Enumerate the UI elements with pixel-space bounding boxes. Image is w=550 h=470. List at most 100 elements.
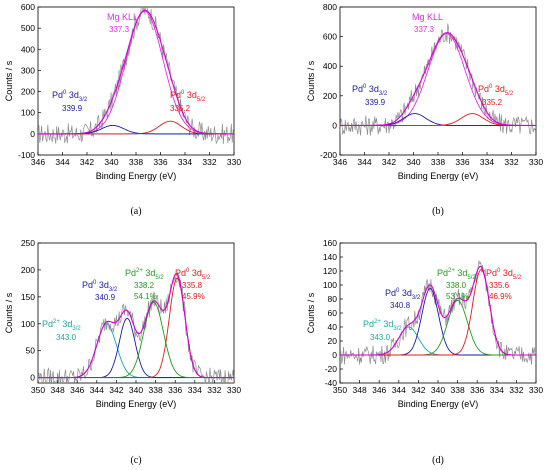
peak-label: Mg KLL <box>412 12 443 22</box>
y-tick-label: 20 <box>328 336 338 346</box>
y-tick-label: 140 <box>323 252 337 262</box>
peak-label: Pd0 3d5/2 <box>478 84 514 97</box>
y-tick-label: 500 <box>21 23 35 33</box>
x-axis-title: Binding Energy (eV) <box>398 399 479 409</box>
peak-value: 335.8 <box>182 281 203 290</box>
y-tick-label: 600 <box>21 2 35 12</box>
y-tick-label: 200 <box>21 87 35 97</box>
fit-envelope-line <box>38 9 234 135</box>
x-tick-label: 342 <box>109 385 123 395</box>
y-tick-label: 100 <box>323 280 337 290</box>
peak-value: 343.0 <box>56 333 77 342</box>
raw-spectrum-line <box>38 7 234 145</box>
x-tick-label: 338 <box>431 157 445 167</box>
x-tick-label: 346 <box>31 157 45 167</box>
peak-label: Pd0 3d5/2 <box>486 268 522 281</box>
plot-area <box>38 7 234 145</box>
peak-value: 338.0 <box>446 281 467 290</box>
peak-component-0 <box>38 10 234 135</box>
panel-tag: (b) <box>432 206 444 217</box>
plot-area <box>38 271 234 383</box>
y-axis-title: Counts / s <box>4 292 14 333</box>
x-tick-label: 332 <box>509 385 523 395</box>
y-tick-label: -100 <box>18 150 35 160</box>
peak-value: 340.8 <box>390 301 411 310</box>
peak-label: Pd2+ 3d3/2 <box>42 319 81 332</box>
y-tick-label: 40 <box>328 322 338 332</box>
y-tick-label: -40 <box>325 378 338 388</box>
y-tick-label: 100 <box>21 319 35 329</box>
y-tick-label: 800 <box>323 2 337 12</box>
peak-value: 335.2 <box>482 98 503 107</box>
y-axis-title: Counts / s <box>4 60 14 101</box>
peak-label: Pd2+ 3d5/2 <box>125 268 164 281</box>
x-axis-title: Binding Energy (eV) <box>398 171 479 181</box>
y-tick-label: 250 <box>21 238 35 248</box>
y-tick-label: 200 <box>323 91 337 101</box>
y-tick-label: 120 <box>323 266 337 276</box>
x-tick-label: 330 <box>227 157 241 167</box>
x-tick-label: 350 <box>31 385 45 395</box>
peak-label: Pd0 3d3/2 <box>52 90 88 103</box>
y-tick-label: 150 <box>21 292 35 302</box>
x-tick-label: 342 <box>382 157 396 167</box>
x-tick-label: 338 <box>149 385 163 395</box>
fit-envelope-line <box>38 272 234 379</box>
x-tick-label: 342 <box>411 385 425 395</box>
peak-value: 339.9 <box>365 98 386 107</box>
y-tick-label: -200 <box>320 150 337 160</box>
peak-value: 338.2 <box>134 281 155 290</box>
y-tick-label: 300 <box>21 65 35 75</box>
x-tick-label: 330 <box>227 385 241 395</box>
x-tick-label: 332 <box>504 157 518 167</box>
x-tick-label: 334 <box>490 385 504 395</box>
x-tick-label: 330 <box>529 385 543 395</box>
peak-value: 343.0 <box>370 333 391 342</box>
panel-a: 346 344 342 340 338 336 334 332 330 -100 0 100 200 30… <box>4 2 241 217</box>
x-tick-label: 338 <box>451 385 465 395</box>
y-tick-label: 100 <box>21 108 35 118</box>
x-tick-label: 336 <box>470 385 484 395</box>
y-tick-label: 400 <box>323 61 337 71</box>
x-tick-label: 340 <box>431 385 445 395</box>
peak-percent: 46.9% <box>489 292 512 301</box>
peak-label: Pd0 3d5/2 <box>175 268 211 281</box>
peak-label: Pd0 3d3/2 <box>385 288 421 301</box>
peak-label: Pd2+ 3d3/2 <box>363 319 402 332</box>
peak-value: 337.3 <box>109 25 130 34</box>
panel-tag: (c) <box>130 455 141 466</box>
y-tick-label: 0 <box>332 350 337 360</box>
x-tick-label: 334 <box>178 157 192 167</box>
plot-area <box>340 260 536 365</box>
x-tick-label: 344 <box>392 385 406 395</box>
y-tick-label: 60 <box>328 308 338 318</box>
peak-percent: 54.1% <box>134 292 157 301</box>
peak-value: 337.3 <box>414 25 435 34</box>
x-tick-label: 346 <box>333 157 347 167</box>
y-axis-title: Counts / s <box>306 60 316 101</box>
peak-percent: 45.9% <box>182 292 205 301</box>
y-tick-label: 80 <box>328 294 338 304</box>
x-tick-label: 344 <box>357 157 371 167</box>
x-tick-label: 340 <box>104 157 118 167</box>
panel-c: 350 348 346 344 342 340 338 336 334 332 330 0 50 100 1… <box>4 238 241 466</box>
x-tick-label: 336 <box>153 157 167 167</box>
y-tick-label: 200 <box>21 265 35 275</box>
panel-d: 350 348 346 344 342 340 338 336 334 332 330 -40 -20 0… <box>306 238 543 466</box>
y-tick-label: 400 <box>21 44 35 54</box>
x-tick-label: 332 <box>202 157 216 167</box>
peak-percent: 53.1% <box>446 292 469 301</box>
panel-tag: (d) <box>432 455 444 466</box>
x-tick-label: 332 <box>207 385 221 395</box>
x-tick-label: 344 <box>55 157 69 167</box>
x-tick-label: 346 <box>372 385 386 395</box>
x-tick-label: 348 <box>353 385 367 395</box>
peak-value: 339.9 <box>62 104 83 113</box>
y-tick-label: 0 <box>332 120 337 130</box>
peak-label: Pd0 3d5/2 <box>170 90 206 103</box>
panel-tag: (a) <box>130 206 141 217</box>
x-tick-label: 340 <box>406 157 420 167</box>
fit-envelope-line <box>340 265 536 356</box>
